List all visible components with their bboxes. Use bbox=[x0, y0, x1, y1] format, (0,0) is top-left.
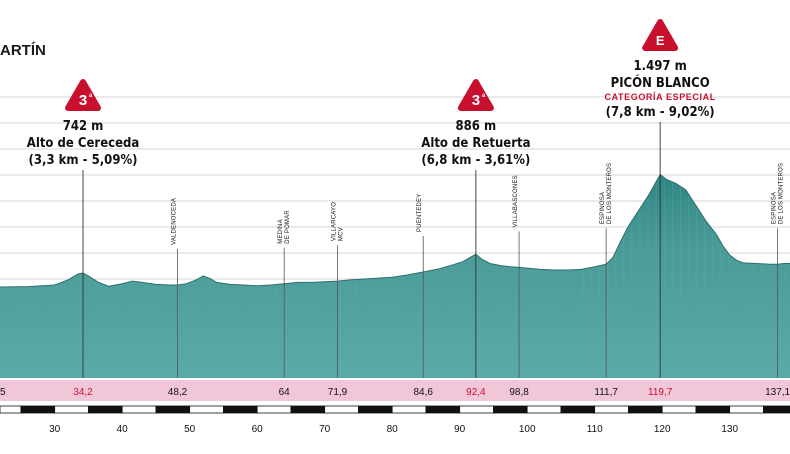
scale-bar-segment bbox=[21, 406, 55, 413]
climb-altitude: 886 m bbox=[456, 119, 497, 134]
scale-bar-segment bbox=[325, 406, 359, 413]
scale-bar-segment bbox=[595, 406, 629, 413]
category-badge-label: 3 bbox=[79, 92, 87, 109]
scale-bar-segment bbox=[730, 406, 764, 413]
scale-bar-segment bbox=[190, 406, 224, 413]
climb-stats: (6,8 km - 3,61%) bbox=[421, 153, 530, 168]
climb-name: Alto de Retuerta bbox=[421, 136, 530, 151]
scale-bar-segment bbox=[561, 406, 595, 413]
waypoint-name: VALDENOCEDA bbox=[172, 198, 178, 245]
scale-bar-segment bbox=[122, 406, 156, 413]
scale-bar-segment bbox=[628, 406, 662, 413]
climb-name: PICÓN BLANCO bbox=[611, 75, 710, 91]
scale-bar-segment bbox=[460, 406, 494, 413]
x-tick-label: 100 bbox=[519, 424, 536, 435]
km-strip-label: 5 bbox=[0, 387, 6, 398]
scale-bar-segment bbox=[493, 406, 527, 413]
scale-bar-segment bbox=[156, 406, 190, 413]
scale-bar-segment bbox=[0, 406, 21, 413]
waypoint-name: ESPINOSA bbox=[600, 192, 606, 224]
x-tick-label: 70 bbox=[319, 424, 331, 435]
waypoint-name: DE LOS MONTEROS bbox=[779, 163, 785, 224]
scale-bar-segment bbox=[426, 406, 460, 413]
waypoint-name: DE POMAR bbox=[285, 210, 291, 244]
x-tick-label: 110 bbox=[587, 424, 603, 435]
climb-altitude: 1.497 m bbox=[634, 59, 687, 74]
scale-bar-segment bbox=[763, 406, 790, 413]
scale-bar-segment bbox=[358, 406, 392, 413]
waypoint-name: PUENTEDEY bbox=[417, 194, 423, 232]
scale-bar-segment bbox=[257, 406, 291, 413]
x-tick-label: 120 bbox=[654, 424, 671, 435]
km-strip-label: 111,7 bbox=[594, 387, 618, 398]
x-tick-label: 50 bbox=[184, 424, 196, 435]
climb-altitude: 742 m bbox=[63, 119, 104, 134]
waypoint-name: DE LOS MONTEROS bbox=[607, 163, 613, 224]
km-strip-label: 98,8 bbox=[509, 387, 529, 398]
x-tick-label: 40 bbox=[117, 424, 129, 435]
km-strip-label: 64 bbox=[279, 387, 291, 398]
category-badge-label: 3 bbox=[472, 92, 480, 109]
waypoint-name: VILLABASCONES bbox=[513, 175, 519, 227]
x-tick-label: 30 bbox=[49, 424, 61, 435]
waypoint-name: ESPINOSA bbox=[772, 192, 778, 224]
x-tick-label: 80 bbox=[387, 424, 399, 435]
scale-bar-segment bbox=[696, 406, 730, 413]
scale-bar-segment bbox=[291, 406, 325, 413]
scale-bar-segment bbox=[223, 406, 257, 413]
waypoint-name: VILLARCAYO bbox=[332, 202, 338, 241]
x-axis-ticks: 30 40 50 60 70 80 90 100 110 120 130 bbox=[49, 424, 738, 435]
waypoint-name: MEDINA bbox=[278, 219, 284, 244]
category-badge-label: E bbox=[656, 33, 665, 48]
climb-stats: (7,8 km - 9,02%) bbox=[606, 105, 715, 120]
distance-scale-bar bbox=[0, 406, 790, 413]
km-strip-label: 137,1 bbox=[765, 387, 790, 398]
waypoint-name: MCV bbox=[339, 227, 345, 241]
scale-bar-segment bbox=[55, 406, 89, 413]
km-strip-label: 84,6 bbox=[413, 387, 433, 398]
climb-name: Alto de Cereceda bbox=[27, 136, 139, 151]
scale-bar-segment bbox=[662, 406, 696, 413]
elevation-profile-area bbox=[0, 175, 790, 379]
x-tick-label: 90 bbox=[454, 424, 466, 435]
start-label: ARTÍN bbox=[0, 42, 46, 59]
km-strip-label: 119,7 bbox=[648, 387, 673, 398]
x-tick-label: 130 bbox=[721, 424, 738, 435]
km-strip-label: 71,9 bbox=[328, 387, 348, 398]
climb-stats: (3,3 km - 5,09%) bbox=[29, 153, 138, 168]
scale-bar-segment bbox=[392, 406, 426, 413]
climb-category: CATEGORÍA ESPECIAL bbox=[604, 92, 715, 102]
km-strip-label: 92,4 bbox=[466, 387, 486, 398]
km-strip-label: 34,2 bbox=[73, 387, 93, 398]
km-strip-label: 48,2 bbox=[168, 387, 188, 398]
scale-bar-segment bbox=[88, 406, 122, 413]
x-tick-label: 60 bbox=[252, 424, 264, 435]
scale-bar-segment bbox=[527, 406, 561, 413]
